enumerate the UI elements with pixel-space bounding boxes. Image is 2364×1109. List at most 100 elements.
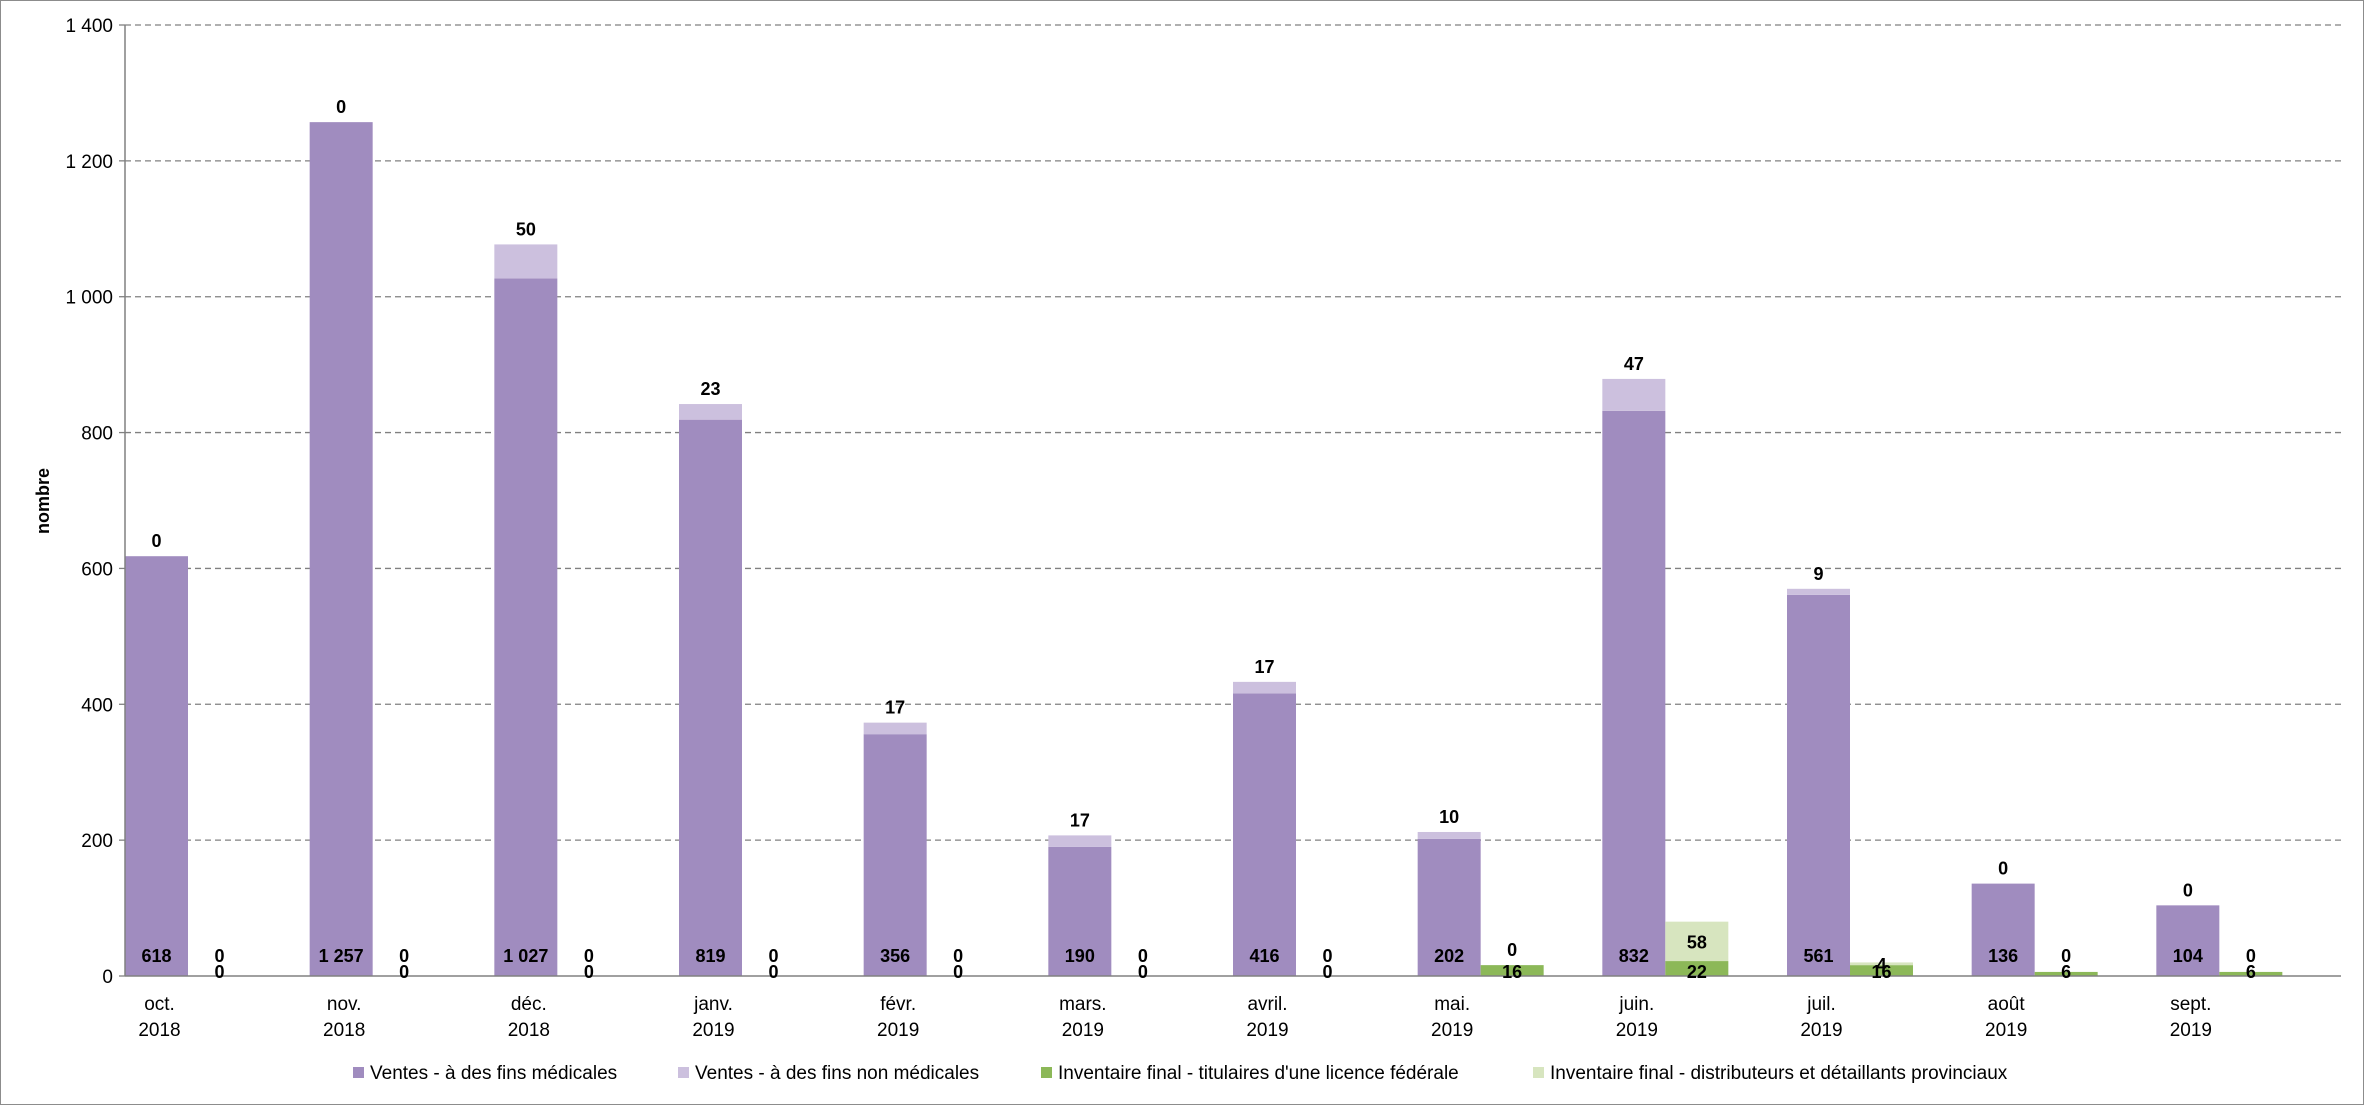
x-category-year: 2018 [508, 1020, 550, 1041]
data-label: 22 [1687, 962, 1707, 982]
bar-segment [679, 404, 742, 420]
legend-swatch [1041, 1067, 1052, 1078]
y-tick-label: 0 [102, 967, 113, 988]
legend: Ventes - à des fins médicales Ventes - à … [353, 1063, 2008, 1084]
x-category-month: juin. [1618, 994, 1654, 1015]
data-label: 0 [214, 946, 224, 966]
bar-segment [863, 734, 927, 976]
x-category-year: 2018 [138, 1020, 180, 1041]
x-category-month: avril. [1247, 994, 1287, 1015]
legend-entry: Inventaire final - titulaires d'une lice… [1058, 1063, 1459, 1084]
data-label: 0 [399, 946, 409, 966]
x-category-year: 2019 [1062, 1020, 1104, 1041]
bar-segment [1665, 921, 1729, 962]
legend-entry: Ventes - à des fins médicales [370, 1063, 617, 1084]
data-label: 0 [399, 962, 409, 982]
data-label: 0 [953, 962, 963, 982]
bar-segment [1048, 835, 1112, 847]
y-tick-label: 200 [81, 831, 113, 852]
bar-segment [1480, 965, 1544, 976]
bar-segment [1787, 588, 1850, 595]
x-category-year: 2019 [1985, 1020, 2027, 1041]
x-category-month: août [1988, 994, 2026, 1015]
data-label: 23 [700, 379, 720, 399]
data-label: 17 [885, 698, 905, 718]
bar-segment [1417, 831, 1481, 839]
data-label: 16 [1871, 962, 1891, 982]
data-label: 1 257 [319, 946, 364, 966]
data-label: 0 [1507, 940, 1517, 960]
bar-segment [1665, 961, 1729, 976]
data-label: 10 [1439, 807, 1459, 827]
x-category-year: 2019 [692, 1020, 734, 1041]
bar-segment [125, 556, 188, 976]
bar-segment [1602, 410, 1666, 976]
data-label: 0 [768, 962, 778, 982]
data-label: 0 [2246, 946, 2256, 966]
x-category-month: mars. [1059, 994, 1107, 1015]
legend-swatch [353, 1067, 364, 1078]
data-label: 17 [1254, 657, 1274, 677]
bar-segment [1417, 838, 1481, 976]
legend-swatch [1533, 1067, 1544, 1078]
data-label: 0 [151, 531, 161, 551]
data-label: 104 [2173, 946, 2203, 966]
bar-segment [1602, 378, 1666, 411]
data-label: 0 [1138, 962, 1148, 982]
x-category-month: sept. [2170, 994, 2211, 1015]
x-category-year: 2019 [877, 1020, 919, 1041]
data-label: 0 [1138, 946, 1148, 966]
y-tick-label: 1 400 [65, 16, 113, 37]
data-label: 6 [2246, 962, 2256, 982]
legend-swatch [678, 1067, 689, 1078]
data-label: 9 [1813, 564, 1823, 584]
y-tick-label: 800 [81, 424, 113, 445]
data-label: 58 [1687, 932, 1707, 952]
data-label: 356 [880, 946, 910, 966]
data-label: 0 [584, 962, 594, 982]
x-category-year: 2019 [1431, 1020, 1473, 1041]
bar-segment [2219, 971, 2283, 976]
bar-segment [1787, 594, 1850, 976]
x-category-year: 2019 [2170, 1020, 2212, 1041]
data-label: 0 [1322, 946, 1332, 966]
y-axis-title: nombre [33, 468, 53, 534]
bar-segment [1850, 962, 1913, 966]
data-label: 4 [1876, 955, 1886, 975]
data-label: 0 [1322, 962, 1332, 982]
bar-segment [863, 722, 927, 735]
x-category-year: 2018 [323, 1020, 365, 1041]
data-label: 50 [516, 219, 536, 239]
bar-segment [1971, 883, 2035, 976]
data-label: 0 [214, 962, 224, 982]
x-category-month: juil. [1806, 994, 1836, 1015]
data-label: 202 [1434, 946, 1464, 966]
data-label: 1 027 [503, 946, 548, 966]
y-tick-label: 600 [81, 559, 113, 580]
bar-segment [1233, 681, 1296, 694]
y-tick-label: 1 000 [65, 288, 113, 309]
data-label: 0 [336, 97, 346, 117]
bar-segment [1850, 965, 1913, 976]
data-label: 136 [1988, 946, 2018, 966]
data-label: 819 [695, 946, 725, 966]
x-category-year: 2019 [1246, 1020, 1288, 1041]
data-label: 17 [1070, 810, 1090, 830]
bar-segment [1233, 693, 1296, 976]
bar-segment [2034, 971, 2098, 976]
data-label: 0 [584, 946, 594, 966]
data-label: 6 [2061, 962, 2071, 982]
data-label: 47 [1624, 354, 1644, 374]
legend-entry: Inventaire final - distributeurs et déta… [1550, 1063, 2008, 1084]
data-label: 416 [1249, 946, 1279, 966]
x-category-month: nov. [327, 994, 362, 1015]
data-label: 0 [953, 946, 963, 966]
data-label: 0 [2061, 946, 2071, 966]
bar-segment [2156, 905, 2220, 976]
y-tick-label: 1 200 [65, 152, 113, 173]
bar-segment [494, 244, 558, 279]
bar-segment [679, 419, 742, 976]
